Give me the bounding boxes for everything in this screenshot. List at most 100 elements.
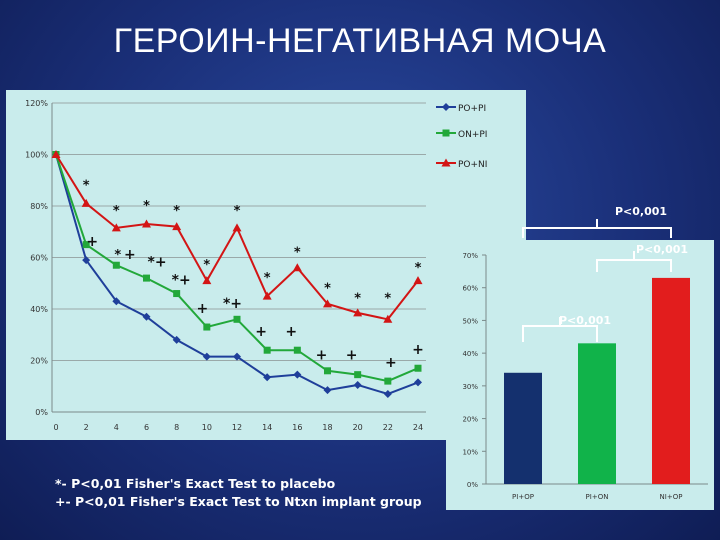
data-point [51, 150, 61, 158]
x-tick-label: PI+ON [586, 493, 609, 501]
data-point [203, 323, 211, 331]
significance-mark: * [415, 261, 422, 276]
significance-mark: *+ [148, 255, 167, 271]
x-tick-label: 20 [353, 423, 363, 432]
x-tick-label: 0 [53, 423, 58, 432]
x-tick-label: 4 [114, 423, 119, 432]
significance-mark: * [83, 178, 90, 193]
data-point [142, 219, 151, 228]
x-tick-label: PI+OP [512, 493, 534, 501]
data-point [383, 314, 393, 323]
data-point [263, 373, 272, 382]
significance-mark: * [113, 204, 120, 219]
y-tick-label: 60% [30, 254, 48, 263]
y-tick-label: 100% [25, 151, 48, 160]
significance-mark: * [203, 258, 210, 273]
data-point [173, 290, 181, 298]
data-point [293, 346, 301, 354]
significance-mark: * [114, 248, 121, 263]
data-point [202, 352, 211, 361]
significance-mark: + [255, 324, 267, 340]
x-tick-label: 18 [322, 423, 332, 432]
data-point [233, 315, 241, 323]
footnote-placebo: *- P<0,01 Fisher's Exact Test to placebo [55, 476, 336, 491]
significance-mark: + [412, 342, 424, 358]
significance-mark: *+ [172, 273, 191, 289]
bar-chart: 0% 10% 20% 30% 40% 50% 60% 70% PI+OP PI+ON NI+OP [462, 252, 708, 501]
significance-mark: * [354, 292, 361, 307]
data-point [323, 299, 332, 308]
bar [504, 372, 542, 484]
x-tick-label: 24 [413, 423, 423, 432]
significance-label: P<0,001 [615, 205, 667, 218]
significance-mark: + [86, 234, 98, 250]
y-tick-label: 50% [462, 317, 478, 325]
data-point [202, 276, 212, 285]
significance-mark: + [385, 355, 397, 371]
x-tick-label: 6 [144, 423, 149, 432]
significance-mark: * [324, 281, 331, 296]
line-chart: 0%20%40%60%80%100%120%0 2 4 6 8 10 12 14 16 18 20 2… [25, 99, 487, 432]
y-tick-label: 20% [462, 416, 478, 424]
data-point [81, 198, 91, 207]
legend-swatch-marker [442, 103, 450, 111]
footnote-implant: +- P<0,01 Fisher's Exact Test to Ntxn im… [55, 494, 422, 509]
slide-title: ГЕРОИН-НЕГАТИВНАЯ МОЧА [113, 22, 607, 60]
data-point [143, 274, 150, 282]
data-point [384, 377, 392, 385]
series-line [55, 154, 419, 383]
data-point [82, 256, 91, 265]
x-tick-label: 22 [383, 423, 393, 432]
data-point [82, 241, 90, 249]
y-tick-label: 40% [462, 350, 478, 358]
significance-mark: + [285, 324, 297, 340]
x-tick-label: 8 [174, 423, 179, 432]
data-point [112, 297, 121, 306]
significance-mark: * [264, 271, 271, 286]
x-tick-label: 12 [232, 423, 242, 432]
x-tick-label: 10 [202, 423, 212, 432]
significance-mark: * [294, 245, 301, 260]
y-tick-label: 10% [462, 448, 478, 456]
y-tick-label: 70% [462, 252, 478, 260]
x-tick-label: 2 [84, 423, 89, 432]
data-point [353, 380, 362, 389]
y-tick-label: 80% [30, 202, 48, 211]
significance-mark: + [196, 301, 208, 317]
legend-label: PO+NI [458, 160, 487, 170]
legend-swatch-marker [442, 129, 450, 137]
significance-mark: * [234, 204, 241, 219]
data-point [324, 367, 331, 375]
data-point [323, 386, 332, 395]
bar [652, 277, 690, 484]
data-point [112, 261, 120, 269]
bar [578, 343, 616, 484]
line-chart-panel: 0% 20% 40% 60% 80% 100% 120% 0 2 4 6 8 10 12 14 16 18 20 2… [6, 90, 526, 440]
x-tick-label: NI+OP [660, 493, 683, 501]
y-tick-label: 0% [467, 481, 478, 489]
y-tick-label: 30% [462, 383, 478, 391]
data-point [263, 346, 271, 354]
legend-swatch-marker [441, 158, 451, 167]
legend-label: ON+PI [458, 130, 487, 140]
y-tick-label: 20% [30, 357, 48, 366]
data-point [172, 335, 181, 344]
y-tick-label: 0% [35, 408, 48, 417]
legend-label: PO+PI [458, 104, 486, 114]
y-tick-label: 40% [30, 305, 48, 314]
significance-mark: + [346, 347, 358, 363]
x-tick-label: 14 [262, 423, 272, 432]
significance-mark: * [384, 292, 391, 307]
significance-mark: * [173, 204, 180, 219]
significance-mark: *+ [223, 296, 242, 312]
data-point [413, 276, 423, 285]
data-point [172, 222, 182, 231]
y-tick-label: 120% [25, 99, 48, 108]
data-point [292, 263, 302, 272]
data-point [293, 370, 302, 379]
data-point [233, 352, 241, 361]
significance-mark: * [143, 199, 150, 214]
significance-bracket [522, 227, 672, 238]
data-point [354, 371, 362, 379]
data-point [353, 308, 363, 317]
